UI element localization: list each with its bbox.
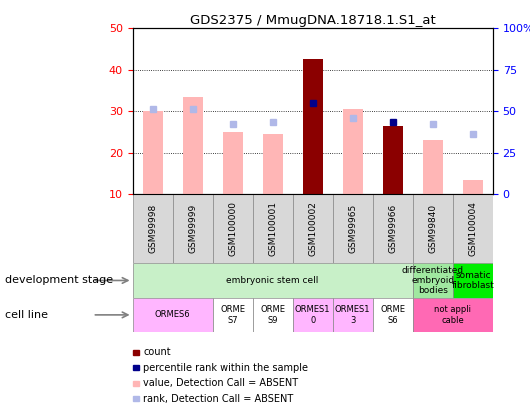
Bar: [453, 194, 493, 263]
Title: GDS2375 / MmugDNA.18718.1.S1_at: GDS2375 / MmugDNA.18718.1.S1_at: [190, 14, 436, 27]
Bar: [263, 134, 282, 194]
Bar: [213, 298, 253, 332]
Text: ORMES1
0: ORMES1 0: [295, 305, 330, 324]
Bar: [132, 263, 413, 298]
Bar: [383, 126, 403, 194]
Bar: [213, 194, 253, 263]
Text: GSM99998: GSM99998: [148, 204, 157, 254]
Text: development stage: development stage: [5, 275, 113, 286]
Text: GSM99965: GSM99965: [348, 204, 357, 254]
Bar: [132, 298, 213, 332]
Bar: [223, 132, 243, 194]
Bar: [453, 263, 493, 298]
Text: rank, Detection Call = ABSENT: rank, Detection Call = ABSENT: [143, 394, 293, 403]
Bar: [413, 298, 493, 332]
Bar: [343, 109, 363, 194]
Bar: [463, 180, 483, 194]
Bar: [293, 194, 333, 263]
Text: not appli
cable: not appli cable: [435, 305, 471, 324]
Text: ORMES1
3: ORMES1 3: [335, 305, 370, 324]
Text: ORME
S7: ORME S7: [220, 305, 245, 324]
Text: GSM99840: GSM99840: [428, 204, 437, 254]
Text: GSM100004: GSM100004: [469, 201, 478, 256]
Bar: [413, 194, 453, 263]
Text: percentile rank within the sample: percentile rank within the sample: [143, 363, 308, 373]
Text: ORME
S6: ORME S6: [381, 305, 405, 324]
Text: count: count: [143, 347, 171, 357]
Text: somatic
fibroblast: somatic fibroblast: [452, 271, 494, 290]
Text: GSM100000: GSM100000: [228, 201, 237, 256]
Bar: [293, 298, 333, 332]
Bar: [173, 194, 213, 263]
Bar: [303, 60, 323, 194]
Bar: [333, 298, 373, 332]
Bar: [143, 111, 163, 194]
Text: embryonic stem cell: embryonic stem cell: [226, 276, 319, 285]
Bar: [413, 263, 453, 298]
Bar: [373, 194, 413, 263]
Bar: [253, 194, 293, 263]
Bar: [182, 97, 202, 194]
Text: GSM99999: GSM99999: [188, 204, 197, 254]
Text: differentiated
embryoid
bodies: differentiated embryoid bodies: [402, 266, 464, 295]
Text: GSM100001: GSM100001: [268, 201, 277, 256]
Text: GSM100002: GSM100002: [308, 201, 317, 256]
Bar: [253, 298, 293, 332]
Bar: [423, 141, 443, 194]
Bar: [333, 194, 373, 263]
Bar: [132, 194, 173, 263]
Bar: [373, 298, 413, 332]
Text: GSM99966: GSM99966: [388, 204, 398, 254]
Text: cell line: cell line: [5, 310, 48, 320]
Text: ORMES6: ORMES6: [155, 310, 190, 320]
Text: ORME
S9: ORME S9: [260, 305, 285, 324]
Text: value, Detection Call = ABSENT: value, Detection Call = ABSENT: [143, 378, 298, 388]
